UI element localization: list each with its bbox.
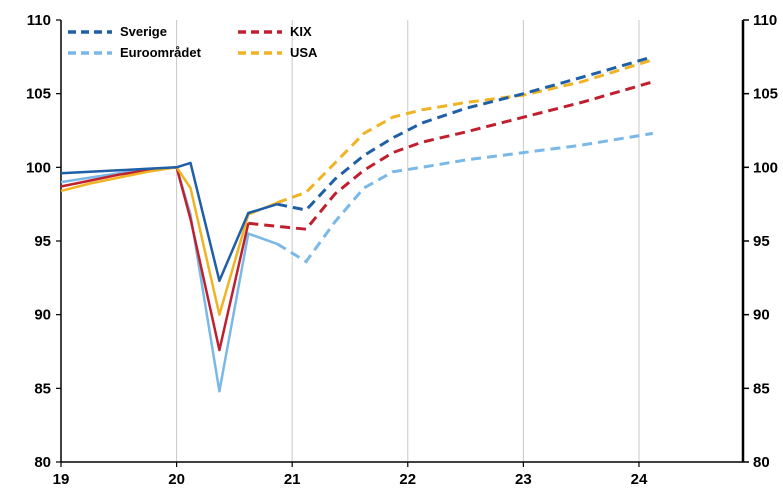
y-tick-label-right: 105 bbox=[753, 86, 778, 103]
series-line-euroomr-det-outcome bbox=[60, 166, 278, 393]
series-line-sverige-forecast bbox=[276, 55, 654, 212]
y-tick-label-left: 85 bbox=[34, 380, 51, 397]
series-line-usa-forecast bbox=[276, 58, 654, 205]
x-tick-label: 20 bbox=[168, 471, 185, 488]
series-line-kix-forecast bbox=[248, 80, 654, 231]
y-tick-label-right: 110 bbox=[753, 12, 777, 29]
chart-legend: Sverige KIX Euroområdet USA bbox=[68, 24, 318, 60]
y-tick-label-left: 95 bbox=[34, 233, 51, 250]
y-tick-label-right: 100 bbox=[753, 159, 778, 176]
y-tick-label-left: 100 bbox=[26, 159, 51, 176]
legend-label-kix: KIX bbox=[290, 24, 312, 39]
series-lines bbox=[60, 55, 654, 393]
x-tick-label: 24 bbox=[631, 471, 648, 488]
tick-labels: 80 80 85 85 90 90 95 95 100 100 105 105 110 110 19 20 21… bbox=[26, 12, 778, 488]
y-tick-label-right: 90 bbox=[753, 307, 770, 324]
y-tick-label-left: 105 bbox=[26, 86, 51, 103]
series-line-kix-outcome bbox=[60, 166, 250, 352]
y-tick-label-left: 110 bbox=[27, 12, 51, 29]
y-tick-label-left: 90 bbox=[34, 307, 51, 324]
legend-label-euroomr-det: Euroområdet bbox=[120, 45, 202, 60]
y-tick-label-right: 95 bbox=[753, 233, 770, 250]
legend-label-usa: USA bbox=[290, 45, 318, 60]
chart-axes bbox=[56, 19, 749, 467]
series-line-sverige-outcome bbox=[60, 161, 278, 283]
y-tick-label-right: 80 bbox=[753, 454, 770, 471]
legend-label-sverige: Sverige bbox=[120, 24, 167, 39]
x-tick-label: 19 bbox=[53, 471, 70, 488]
x-tick-label: 21 bbox=[284, 471, 301, 488]
series-line-euroomr-det-forecast bbox=[276, 131, 654, 264]
y-tick-label-right: 85 bbox=[753, 380, 770, 397]
x-tick-label: 22 bbox=[399, 471, 416, 488]
y-tick-label-left: 80 bbox=[34, 454, 51, 471]
x-tick-label: 23 bbox=[515, 471, 532, 488]
